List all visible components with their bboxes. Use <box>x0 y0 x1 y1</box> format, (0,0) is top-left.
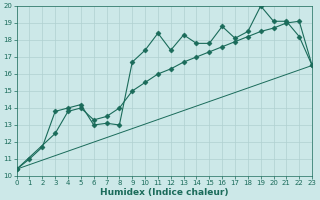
X-axis label: Humidex (Indice chaleur): Humidex (Indice chaleur) <box>100 188 228 197</box>
